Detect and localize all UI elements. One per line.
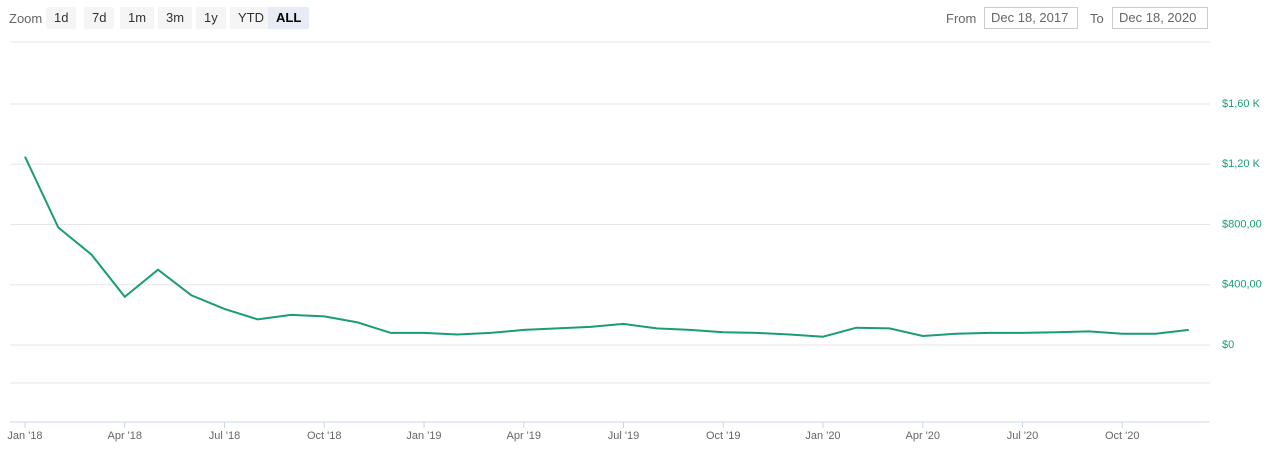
y-tick-label: $400,00 [1222, 279, 1262, 291]
zoom-button[interactable]: 7d [84, 7, 115, 29]
from-input[interactable]: Dec 18, 2017 [984, 7, 1078, 29]
y-tick-label: $800,00 [1222, 218, 1262, 230]
x-tick-label: Jan '20 [805, 430, 840, 442]
x-tick-label: Jul '18 [209, 430, 240, 442]
zoom-button[interactable]: 1d [46, 7, 77, 29]
x-tick-label: Apr '20 [905, 430, 940, 442]
zoom-button[interactable]: ALL [268, 7, 310, 29]
zoom-label: Zoom [9, 11, 43, 26]
price-line [24, 156, 1189, 338]
y-tick-label: $0 [1222, 339, 1234, 351]
x-tick-label: Oct '18 [307, 430, 342, 442]
x-tick-label: Oct '20 [1105, 430, 1140, 442]
zoom-button[interactable]: YTD [230, 7, 272, 29]
zoom-button[interactable]: 3m [158, 7, 193, 29]
y-tick-label: $1,20 K [1222, 158, 1261, 170]
zoom-button[interactable]: 1m [120, 7, 155, 29]
x-tick-label: Jul '19 [608, 430, 639, 442]
x-tick-label: Apr '19 [506, 430, 541, 442]
x-tick-label: Jul '20 [1007, 430, 1038, 442]
from-label: From [946, 11, 977, 26]
zoom-button[interactable]: 1y [196, 7, 226, 29]
x-tick-label: Oct '19 [706, 430, 741, 442]
x-tick-label: Jan '18 [7, 430, 42, 442]
x-tick-label: Jan '19 [406, 430, 441, 442]
y-tick-label: $1,60 K [1222, 98, 1261, 110]
to-label: To [1090, 11, 1104, 26]
toolbar: Zoom From Dec 18, 2017 To Dec 18, 2020 1… [0, 0, 1280, 36]
x-tick-label: Apr '18 [107, 430, 142, 442]
to-input[interactable]: Dec 18, 2020 [1112, 7, 1208, 29]
